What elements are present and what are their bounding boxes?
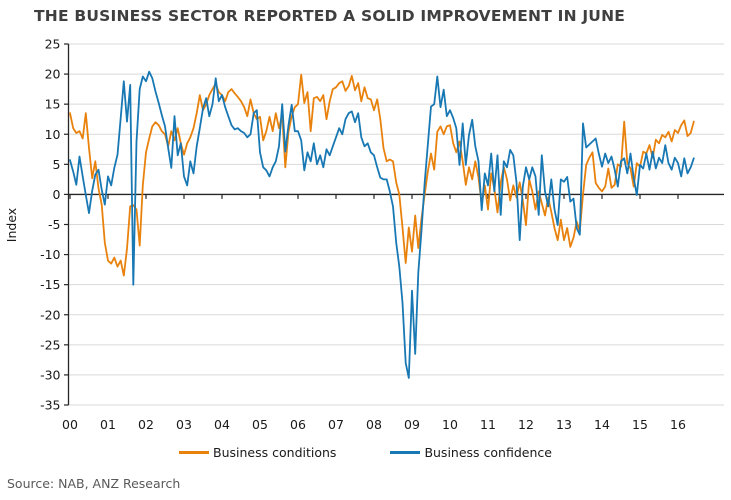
legend-label-confidence: Business confidence — [424, 445, 552, 460]
x-tick-label: 11 — [480, 417, 496, 432]
x-tick-label: 05 — [252, 417, 268, 432]
legend-label-conditions: Business conditions — [213, 445, 337, 460]
y-tick-label: 5 — [53, 157, 61, 172]
chart-legend: Business conditions Business confidence — [0, 445, 731, 460]
y-tick-label: -5 — [48, 217, 60, 232]
x-tick-label: 03 — [176, 417, 192, 432]
conditions-line-swatch — [179, 451, 210, 454]
x-tick-label: 08 — [366, 417, 382, 432]
legend-item-confidence: Business confidence — [390, 445, 552, 460]
y-tick-label: -10 — [40, 247, 60, 262]
x-tick-label: 10 — [442, 417, 458, 432]
confidence-series-line — [69, 70, 695, 379]
chart-title: THE BUSINESS SECTOR REPORTED A SOLID IMP… — [34, 7, 626, 25]
x-tick-label: 13 — [556, 417, 572, 432]
y-axis-title: Index — [4, 208, 19, 242]
x-tick-label: 04 — [214, 417, 230, 432]
y-tick-label: -20 — [40, 307, 60, 322]
y-tick-label: 25 — [45, 37, 61, 52]
y-tick-label: 0 — [53, 187, 61, 202]
y-tick-label: -30 — [40, 367, 60, 382]
x-tick-label: 15 — [632, 417, 648, 432]
y-tick-label: -25 — [40, 337, 60, 352]
x-tick-label: 00 — [62, 417, 78, 432]
x-tick-label: 02 — [138, 417, 154, 432]
y-tick-label: -15 — [40, 277, 60, 292]
y-tick-label: 15 — [45, 97, 61, 112]
x-tick-label: 01 — [100, 417, 116, 432]
y-tick-label: 10 — [45, 127, 61, 142]
y-tick-label: -35 — [40, 398, 60, 413]
x-tick-label: 06 — [290, 417, 306, 432]
conditions-series-line — [69, 73, 695, 277]
x-tick-label: 09 — [404, 417, 420, 432]
x-tick-label: 14 — [594, 417, 610, 432]
x-tick-label: 07 — [328, 417, 344, 432]
x-tick-label: 16 — [670, 417, 686, 432]
source-note: Source: NAB, ANZ Research — [7, 476, 181, 491]
confidence-line-swatch — [390, 451, 421, 454]
legend-item-conditions: Business conditions — [179, 445, 336, 460]
y-tick-label: 20 — [45, 67, 61, 82]
x-tick-label: 12 — [518, 417, 534, 432]
